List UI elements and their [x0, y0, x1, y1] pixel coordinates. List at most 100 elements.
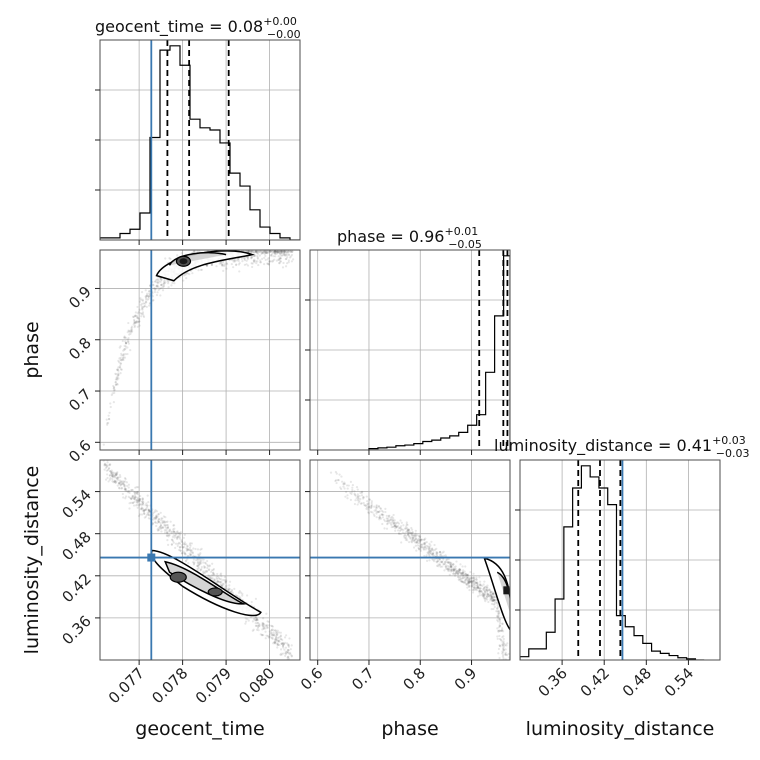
sample-point	[278, 261, 281, 265]
sample-point	[134, 504, 138, 507]
sample-point	[172, 530, 175, 533]
sample-point	[272, 642, 275, 645]
sample-point	[185, 277, 188, 280]
sample-point	[256, 621, 259, 625]
sample-point	[261, 628, 264, 631]
sample-point	[203, 571, 206, 575]
sample-point	[498, 629, 501, 632]
sample-point	[137, 497, 140, 500]
sample-point	[423, 545, 426, 549]
sample-point	[254, 250, 257, 253]
sample-point	[204, 569, 207, 573]
sample-point	[167, 543, 170, 546]
sample-point	[467, 577, 471, 580]
sample-point	[142, 509, 145, 512]
sample-point	[254, 254, 257, 257]
sample-point	[483, 585, 486, 588]
sample-point	[145, 513, 149, 516]
sample-point	[381, 516, 385, 519]
sample-point	[428, 550, 431, 553]
sample-point	[273, 250, 276, 253]
sample-point	[485, 585, 488, 588]
sample-point	[282, 643, 285, 646]
sample-point	[481, 591, 484, 595]
sample-point	[147, 509, 151, 512]
sample-point	[205, 264, 208, 267]
sample-point	[365, 507, 368, 510]
sample-point	[185, 559, 188, 562]
sample-point	[129, 349, 132, 352]
sample-point	[464, 578, 467, 582]
sample-point	[272, 631, 275, 634]
sample-point	[141, 497, 144, 500]
sample-point	[246, 256, 249, 259]
sample-point	[387, 514, 390, 518]
sample-point	[106, 464, 109, 467]
sample-point	[273, 638, 277, 642]
sample-point	[145, 294, 149, 297]
sample-point	[159, 524, 163, 527]
sample-point	[267, 263, 271, 266]
sample-point	[416, 538, 419, 541]
sample-point	[400, 528, 404, 531]
sample-point	[496, 615, 499, 618]
sample-point	[457, 578, 460, 581]
sample-point	[155, 514, 158, 517]
sample-point	[192, 562, 196, 565]
sample-point	[405, 527, 409, 530]
sample-point	[342, 482, 345, 485]
sample-point	[354, 499, 357, 502]
sample-point	[430, 552, 433, 555]
sample-point	[413, 540, 416, 543]
sample-point	[496, 629, 500, 632]
sample-point	[479, 590, 482, 593]
sample-point	[491, 592, 495, 595]
sample-point	[452, 562, 455, 566]
sample-point	[501, 650, 504, 653]
sample-point	[403, 535, 406, 538]
sample-point	[357, 496, 360, 500]
sample-point	[492, 599, 495, 602]
sample-point	[435, 552, 438, 556]
sample-point	[208, 574, 211, 577]
sample-point	[223, 578, 226, 581]
sample-point	[132, 315, 135, 319]
sample-point	[116, 471, 119, 474]
sample-point	[197, 554, 200, 557]
sample-point	[459, 580, 463, 583]
sample-point	[221, 585, 224, 588]
sample-point	[261, 251, 264, 255]
sample-point	[146, 504, 149, 507]
sample-point	[425, 559, 429, 562]
sample-point	[266, 634, 269, 638]
panel-1-0	[102, 250, 295, 450]
sample-point	[288, 652, 291, 655]
sample-point	[147, 297, 150, 300]
sample-point	[142, 503, 145, 506]
sample-point	[447, 568, 450, 571]
sample-point	[287, 649, 290, 652]
sample-point	[384, 507, 387, 510]
sample-point	[221, 263, 224, 266]
sample-point	[273, 641, 276, 644]
sample-point	[467, 581, 470, 584]
sample-point	[165, 534, 168, 537]
sample-point	[238, 590, 241, 593]
sample-point	[169, 257, 172, 261]
tick-layer: 0.60.70.80.90.077 0.078 0.079 0.0800.360.42…	[58, 89, 697, 707]
sample-point	[387, 519, 391, 523]
sample-point	[103, 462, 107, 465]
sample-point	[117, 372, 120, 375]
sample-point	[157, 278, 160, 281]
sample-point	[503, 644, 506, 647]
sample-point	[275, 630, 278, 634]
sample-point	[111, 473, 114, 476]
sample-point	[469, 570, 472, 574]
sample-point	[438, 558, 441, 561]
sample-point	[197, 269, 200, 272]
sample-point	[267, 262, 270, 265]
sample-point	[199, 552, 202, 555]
sample-point	[130, 328, 134, 331]
sample-point	[183, 546, 186, 549]
sample-point	[139, 303, 142, 306]
